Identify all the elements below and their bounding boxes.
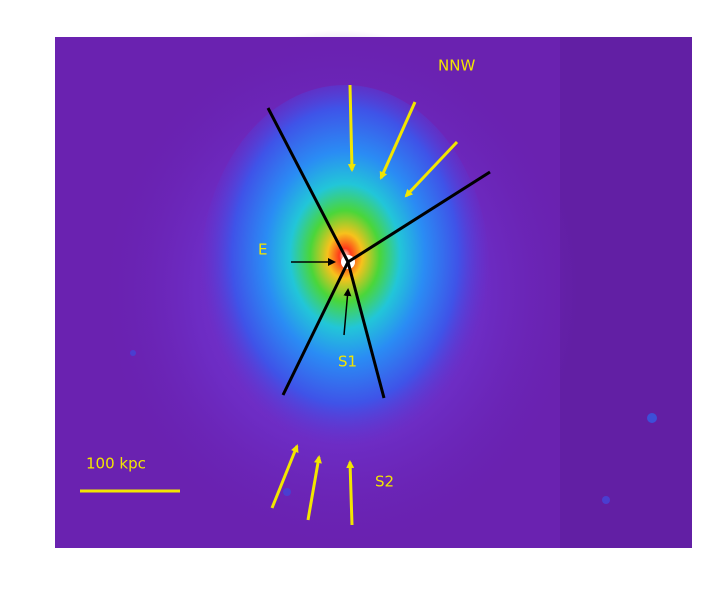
point-source: [602, 496, 610, 504]
cluster-emission: [200, 85, 490, 465]
core-arrows: [291, 258, 352, 336]
label-east: E: [258, 241, 267, 259]
arrow: [346, 460, 355, 526]
sector-line: [266, 107, 350, 263]
point-source: [130, 350, 136, 356]
sector-line: [281, 261, 350, 396]
arrow: [270, 444, 299, 509]
edge-arrows: [270, 84, 459, 526]
point-source: [647, 413, 657, 423]
image-edge: [560, 37, 692, 548]
label-scale: 100 kpc: [86, 455, 146, 473]
arrow: [379, 101, 417, 180]
label-s2: S2: [375, 473, 394, 491]
arrow: [343, 288, 352, 336]
arrow: [306, 455, 322, 521]
sector-line: [347, 170, 491, 264]
sector-line: [346, 261, 386, 399]
label-nnw: NNW: [438, 57, 475, 75]
point-source: [283, 488, 291, 496]
label-s1: S1: [338, 353, 357, 371]
arrow: [347, 84, 356, 172]
xray-image: [55, 30, 692, 550]
sector-lines: [266, 107, 491, 399]
arrow: [404, 140, 459, 198]
